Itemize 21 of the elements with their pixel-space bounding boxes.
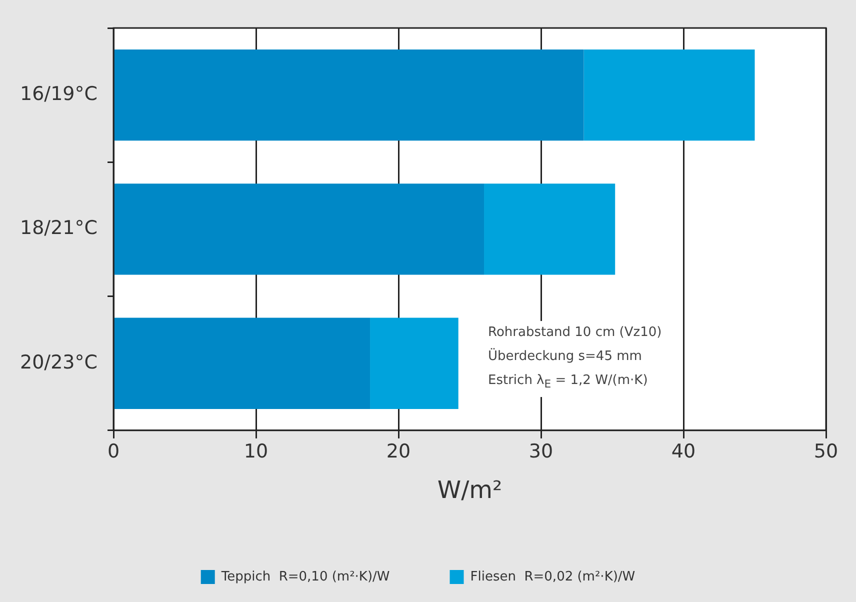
y-tick-label: 20/23°C: [20, 351, 98, 374]
x-axis-title: W/m²: [437, 476, 502, 504]
annotation: Überdeckung s=45 mm: [488, 347, 643, 366]
legend-label: Teppich R=0,10 (m²·K)/W: [220, 569, 390, 584]
x-tick-label: 30: [528, 440, 554, 463]
legend-label: Fliesen R=0,02 (m²·K)/W: [470, 569, 636, 584]
bar: [584, 49, 755, 141]
annotation: Rohrabstand 10 cm (Vz10): [488, 324, 662, 342]
x-tick-label: 40: [671, 440, 696, 463]
bar: [370, 318, 458, 409]
bar: [114, 49, 584, 141]
bar: [114, 184, 484, 275]
x-tick-label: 10: [244, 440, 268, 463]
x-tick-label: 50: [814, 440, 838, 463]
bar: [114, 318, 370, 409]
annotation: Estrich λ$_{E}$ = 1,2 W/(m·K): [488, 372, 649, 393]
y-tick-label: 18/21°C: [20, 217, 98, 240]
x-tick-label: 0: [107, 440, 120, 463]
bar: [484, 184, 616, 275]
y-tick-label: 16/19°C: [20, 83, 98, 106]
x-tick-label: 20: [386, 440, 411, 463]
